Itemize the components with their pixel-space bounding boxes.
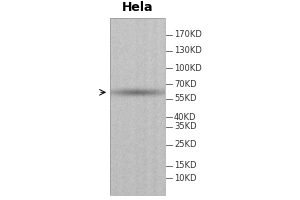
Text: 170KD: 170KD [174,30,202,39]
Text: 100KD: 100KD [174,64,202,73]
Text: 15KD: 15KD [174,161,197,170]
Text: 70KD: 70KD [174,80,197,89]
Text: 130KD: 130KD [174,46,202,55]
Text: 55KD: 55KD [174,94,197,103]
Text: 35KD: 35KD [174,122,197,131]
Text: 40KD: 40KD [174,113,197,122]
Text: 25KD: 25KD [174,140,197,149]
Text: Hela: Hela [122,1,153,14]
Text: 10KD: 10KD [174,174,197,183]
Bar [110,18,165,195]
